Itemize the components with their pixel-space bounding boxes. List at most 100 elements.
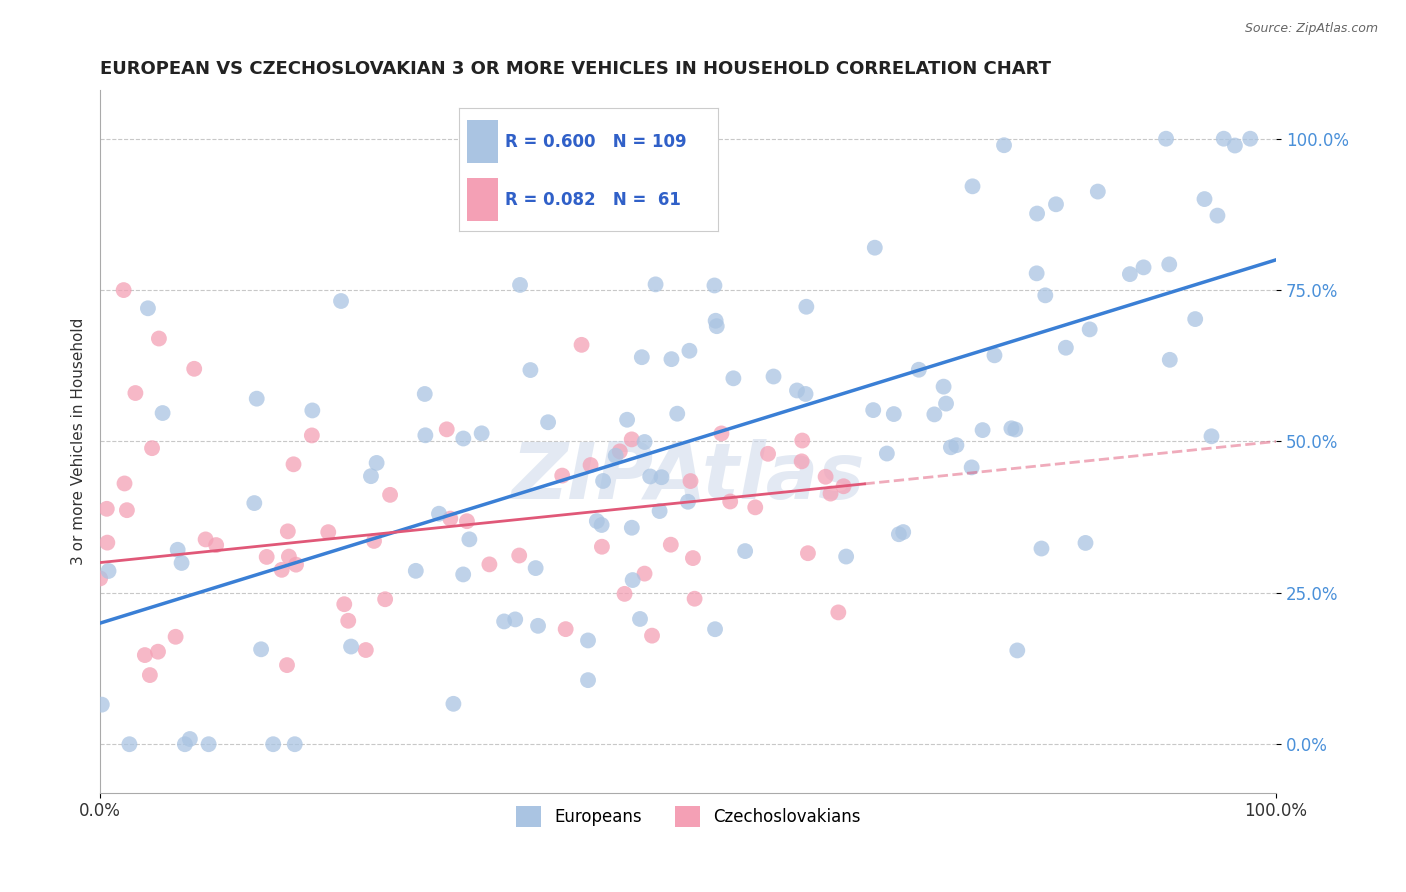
Point	[427, 507, 450, 521]
Point	[197, 737, 219, 751]
Point	[1184, 312, 1206, 326]
Text: EUROPEAN VS CZECHOSLOVAKIAN 3 OR MORE VEHICLES IN HOUSEHOLD CORRELATION CHART: EUROPEAN VS CZECHOSLOVAKIAN 3 OR MORE VE…	[100, 60, 1052, 78]
Point	[621, 573, 644, 587]
Point	[551, 468, 574, 483]
Point	[907, 363, 929, 377]
Point	[503, 612, 526, 626]
Point	[363, 533, 385, 548]
Point	[616, 413, 638, 427]
Point	[835, 549, 858, 564]
Point	[456, 514, 478, 528]
Point	[246, 392, 269, 406]
Point	[1154, 132, 1177, 146]
Point	[333, 597, 356, 611]
Point	[205, 538, 228, 552]
Point	[270, 563, 292, 577]
Point	[679, 474, 702, 488]
Point	[797, 546, 820, 560]
Point	[1087, 185, 1109, 199]
Point	[710, 426, 733, 441]
Point	[633, 435, 655, 450]
Point	[605, 449, 627, 463]
Point	[863, 241, 886, 255]
Point	[718, 494, 741, 508]
Point	[576, 633, 599, 648]
Point	[136, 301, 159, 316]
Point	[638, 469, 661, 483]
Point	[436, 422, 458, 436]
Point	[734, 544, 756, 558]
Point	[527, 619, 550, 633]
Point	[659, 538, 682, 552]
Point	[256, 549, 278, 564]
Point	[703, 278, 725, 293]
Point	[609, 444, 631, 458]
Point	[630, 350, 652, 364]
Point	[134, 648, 156, 662]
Point	[415, 428, 437, 442]
Point	[794, 387, 817, 401]
Point	[124, 386, 146, 401]
Point	[666, 407, 689, 421]
Point	[194, 533, 217, 547]
Point	[883, 407, 905, 421]
Point	[1031, 541, 1053, 556]
Point	[620, 433, 643, 447]
Point	[1194, 192, 1216, 206]
Point	[89, 571, 111, 585]
Point	[704, 622, 727, 636]
Point	[301, 403, 323, 417]
Point	[1212, 132, 1234, 146]
Point	[960, 460, 983, 475]
Point	[756, 447, 779, 461]
Point	[115, 503, 138, 517]
Point	[374, 592, 396, 607]
Point	[508, 549, 530, 563]
Point	[613, 587, 636, 601]
Point	[924, 408, 946, 422]
Point	[1004, 422, 1026, 436]
Point	[112, 283, 135, 297]
Point	[945, 438, 967, 452]
Point	[276, 658, 298, 673]
Point	[337, 614, 360, 628]
Point	[993, 138, 1015, 153]
Point	[96, 535, 118, 549]
Point	[1206, 209, 1229, 223]
Point	[723, 371, 745, 385]
Point	[704, 314, 727, 328]
Point	[706, 319, 728, 334]
Point	[360, 469, 382, 483]
Point	[678, 343, 700, 358]
Point	[509, 277, 531, 292]
Point	[792, 434, 814, 448]
Point	[1239, 132, 1261, 146]
Point	[648, 504, 671, 518]
Point	[683, 591, 706, 606]
Point	[651, 470, 673, 484]
Point	[579, 458, 602, 472]
Point	[277, 524, 299, 539]
Point	[478, 558, 501, 572]
Point	[554, 622, 576, 636]
Point	[441, 697, 464, 711]
Text: ZIPAtlas: ZIPAtlas	[512, 439, 865, 515]
Point	[183, 361, 205, 376]
Point	[139, 668, 162, 682]
Point	[939, 440, 962, 454]
Point	[827, 606, 849, 620]
Point	[277, 549, 299, 564]
Point	[165, 630, 187, 644]
Point	[1223, 138, 1246, 153]
Point	[876, 446, 898, 460]
Point	[1159, 257, 1181, 271]
Point	[661, 352, 683, 367]
Point	[1074, 536, 1097, 550]
Point	[628, 612, 651, 626]
Point	[1119, 267, 1142, 281]
Point	[932, 379, 955, 393]
Point	[744, 500, 766, 515]
Point	[620, 521, 643, 535]
Point	[250, 642, 273, 657]
Point	[170, 556, 193, 570]
